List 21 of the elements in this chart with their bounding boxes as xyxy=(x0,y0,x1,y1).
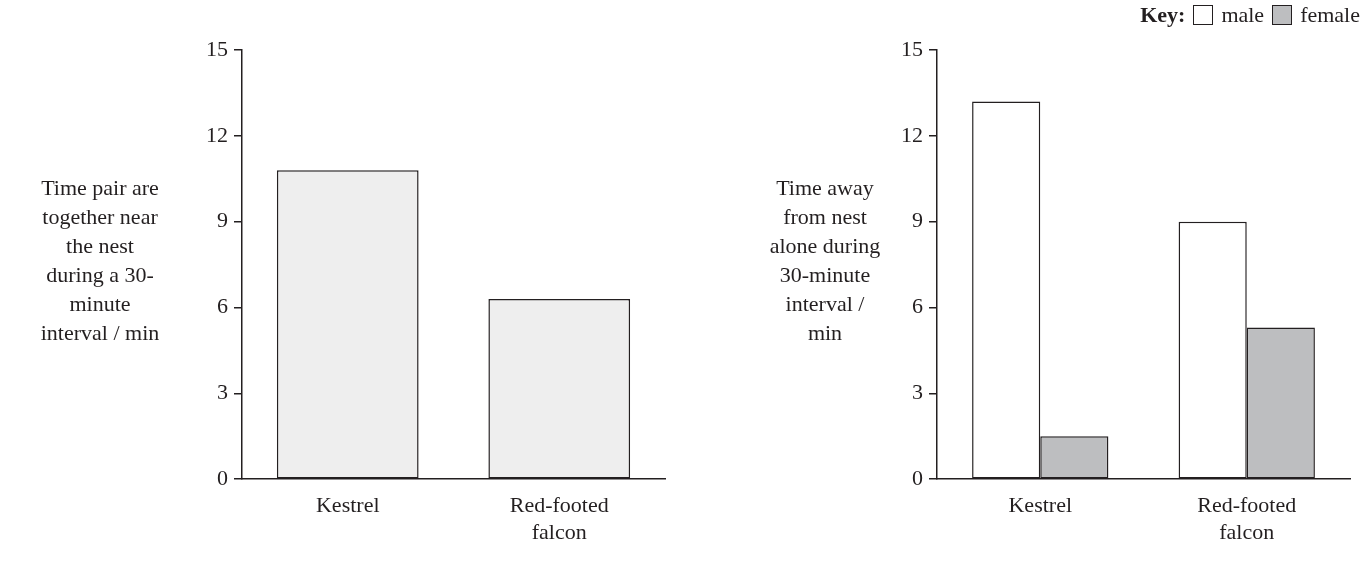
y-tick-label: 9 xyxy=(912,207,923,233)
y-tick-label: 15 xyxy=(206,35,228,61)
legend-label: female xyxy=(1300,2,1360,28)
text: male xyxy=(1221,2,1265,28)
y-tick-label: 12 xyxy=(206,121,228,147)
y-tick-label: 0 xyxy=(217,464,228,490)
y-tick-label: 12 xyxy=(901,121,923,147)
y-tick-label: 0 xyxy=(912,464,923,490)
x-tick-label: Red-footed falcon xyxy=(1197,492,1297,544)
y-tick-label: 15 xyxy=(901,35,923,61)
x-tick-label: Kestrel xyxy=(1008,492,1073,518)
y-axis-title: Time away from nest alone during 30-minute interval / min xyxy=(769,174,881,347)
y-tick-label: 9 xyxy=(217,207,228,233)
y-tick-label: 6 xyxy=(912,293,923,319)
x-tick-label: Red-footed falcon xyxy=(509,492,609,544)
legend-title: Key: xyxy=(1140,2,1186,28)
y-axis-title: Time pair are together near the nest during a 30-minute interval / min xyxy=(39,174,161,347)
x-tick-label: Kestrel xyxy=(315,492,380,518)
y-tick-label: 3 xyxy=(217,379,228,405)
y-tick-label: 6 xyxy=(217,293,228,319)
y-tick-label: 3 xyxy=(912,379,923,405)
